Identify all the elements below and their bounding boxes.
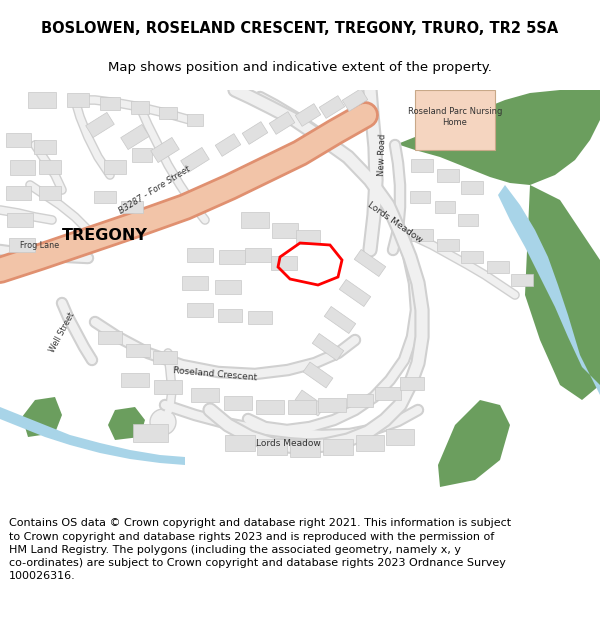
Polygon shape xyxy=(39,186,61,200)
Polygon shape xyxy=(269,112,295,134)
Polygon shape xyxy=(153,351,177,364)
Polygon shape xyxy=(458,214,478,226)
Polygon shape xyxy=(126,344,150,356)
Text: B3287 - Fore Street: B3287 - Fore Street xyxy=(118,164,193,216)
Polygon shape xyxy=(34,140,56,154)
Polygon shape xyxy=(290,441,320,457)
Polygon shape xyxy=(0,407,185,465)
Text: Contains OS data © Crown copyright and database right 2021. This information is : Contains OS data © Crown copyright and d… xyxy=(9,518,511,581)
Polygon shape xyxy=(498,185,600,395)
Text: Well Street: Well Street xyxy=(47,311,76,354)
Polygon shape xyxy=(415,90,495,150)
Polygon shape xyxy=(318,398,346,412)
Polygon shape xyxy=(354,249,386,276)
Polygon shape xyxy=(437,169,459,181)
Polygon shape xyxy=(296,230,320,244)
Polygon shape xyxy=(525,185,600,400)
Polygon shape xyxy=(191,388,219,402)
Polygon shape xyxy=(437,239,459,251)
Polygon shape xyxy=(187,114,203,126)
Text: TREGONY: TREGONY xyxy=(62,228,148,242)
Polygon shape xyxy=(324,306,356,334)
Polygon shape xyxy=(215,134,241,156)
Polygon shape xyxy=(67,93,89,107)
Polygon shape xyxy=(181,148,209,173)
Polygon shape xyxy=(131,101,149,114)
Polygon shape xyxy=(319,96,345,118)
Polygon shape xyxy=(108,407,145,440)
Polygon shape xyxy=(339,279,371,306)
Polygon shape xyxy=(438,400,510,487)
Polygon shape xyxy=(272,222,298,238)
Text: Roseland Parc Nursing
Home: Roseland Parc Nursing Home xyxy=(408,107,502,127)
Polygon shape xyxy=(5,186,31,200)
Polygon shape xyxy=(386,429,414,445)
Polygon shape xyxy=(435,201,455,213)
Polygon shape xyxy=(256,400,284,414)
Polygon shape xyxy=(100,96,120,109)
Polygon shape xyxy=(241,212,269,228)
Polygon shape xyxy=(347,394,373,406)
Polygon shape xyxy=(154,380,182,394)
Polygon shape xyxy=(121,201,143,213)
Polygon shape xyxy=(5,133,31,147)
Text: Lords Meadow: Lords Meadow xyxy=(366,201,424,245)
Polygon shape xyxy=(224,396,252,410)
Polygon shape xyxy=(121,373,149,387)
Polygon shape xyxy=(303,362,333,388)
Polygon shape xyxy=(245,248,271,262)
Text: Roseland Crescent: Roseland Crescent xyxy=(173,366,257,382)
Polygon shape xyxy=(151,138,179,162)
Polygon shape xyxy=(257,439,287,455)
Polygon shape xyxy=(271,256,297,270)
Polygon shape xyxy=(487,261,509,273)
Polygon shape xyxy=(94,191,116,203)
Polygon shape xyxy=(187,303,213,317)
Polygon shape xyxy=(28,92,56,108)
Polygon shape xyxy=(461,181,483,194)
Polygon shape xyxy=(187,248,213,262)
Polygon shape xyxy=(39,160,61,174)
Polygon shape xyxy=(132,148,152,162)
Polygon shape xyxy=(411,159,433,171)
Polygon shape xyxy=(7,213,33,227)
Polygon shape xyxy=(410,191,430,203)
Polygon shape xyxy=(295,104,321,126)
Text: Lords Meadow: Lords Meadow xyxy=(256,439,320,448)
Polygon shape xyxy=(323,439,353,455)
Text: Frog Lane: Frog Lane xyxy=(20,241,59,249)
Polygon shape xyxy=(219,250,245,264)
Polygon shape xyxy=(133,424,167,442)
Polygon shape xyxy=(356,435,384,451)
Polygon shape xyxy=(22,397,62,437)
Polygon shape xyxy=(411,229,433,241)
Polygon shape xyxy=(86,112,115,138)
Polygon shape xyxy=(215,280,241,294)
Polygon shape xyxy=(395,90,600,185)
Polygon shape xyxy=(218,309,242,321)
Polygon shape xyxy=(159,107,177,119)
Polygon shape xyxy=(248,311,272,324)
Polygon shape xyxy=(511,274,533,286)
Polygon shape xyxy=(312,334,344,361)
Polygon shape xyxy=(104,160,126,174)
Text: Map shows position and indicative extent of the property.: Map shows position and indicative extent… xyxy=(108,61,492,74)
Polygon shape xyxy=(98,331,122,344)
Polygon shape xyxy=(225,435,255,451)
Polygon shape xyxy=(242,122,268,144)
Circle shape xyxy=(150,409,176,435)
Polygon shape xyxy=(375,386,401,399)
Polygon shape xyxy=(9,238,35,252)
Polygon shape xyxy=(121,124,149,149)
Polygon shape xyxy=(10,159,35,174)
Polygon shape xyxy=(342,89,368,111)
Polygon shape xyxy=(182,276,208,290)
Polygon shape xyxy=(295,390,325,416)
Polygon shape xyxy=(400,376,424,389)
Polygon shape xyxy=(288,400,316,414)
Polygon shape xyxy=(461,251,483,263)
Text: BOSLOWEN, ROSELAND CRESCENT, TREGONY, TRURO, TR2 5SA: BOSLOWEN, ROSELAND CRESCENT, TREGONY, TR… xyxy=(41,21,559,36)
Text: New Road: New Road xyxy=(377,134,387,176)
